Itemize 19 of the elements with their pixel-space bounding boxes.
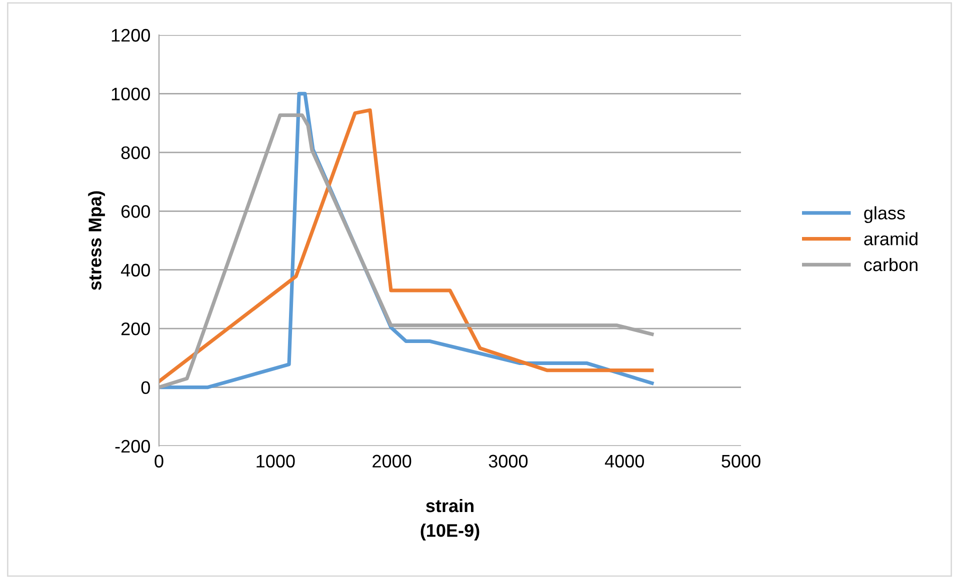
x-tick-label: 1000 — [256, 454, 295, 468]
y-tick-label: 200 — [121, 322, 150, 336]
y-tick-label: 800 — [121, 146, 150, 160]
x-tick-label: 2000 — [372, 454, 412, 468]
legend-label: aramid — [864, 232, 918, 246]
legend-label: glass — [864, 206, 905, 224]
y-tick-label: 0 — [141, 381, 150, 394]
y-axis-title: stress Mpa) — [88, 191, 105, 290]
x-tick-label: 3000 — [488, 454, 528, 468]
x-tick-label: 0 — [154, 454, 164, 468]
y-tick-label: 600 — [121, 205, 150, 218]
x-tick-label: 4000 — [604, 454, 644, 468]
y-tick-label: 1000 — [112, 88, 150, 100]
y-tick-label: 400 — [120, 264, 150, 277]
y-tick-label: 1200 — [112, 28, 150, 42]
x-axis-title: strain (10E-9) — [420, 498, 480, 540]
legend-label: carbon — [864, 258, 918, 272]
x-tick-label: 5000 — [722, 454, 760, 468]
y-tick-label: -200 — [115, 440, 150, 453]
